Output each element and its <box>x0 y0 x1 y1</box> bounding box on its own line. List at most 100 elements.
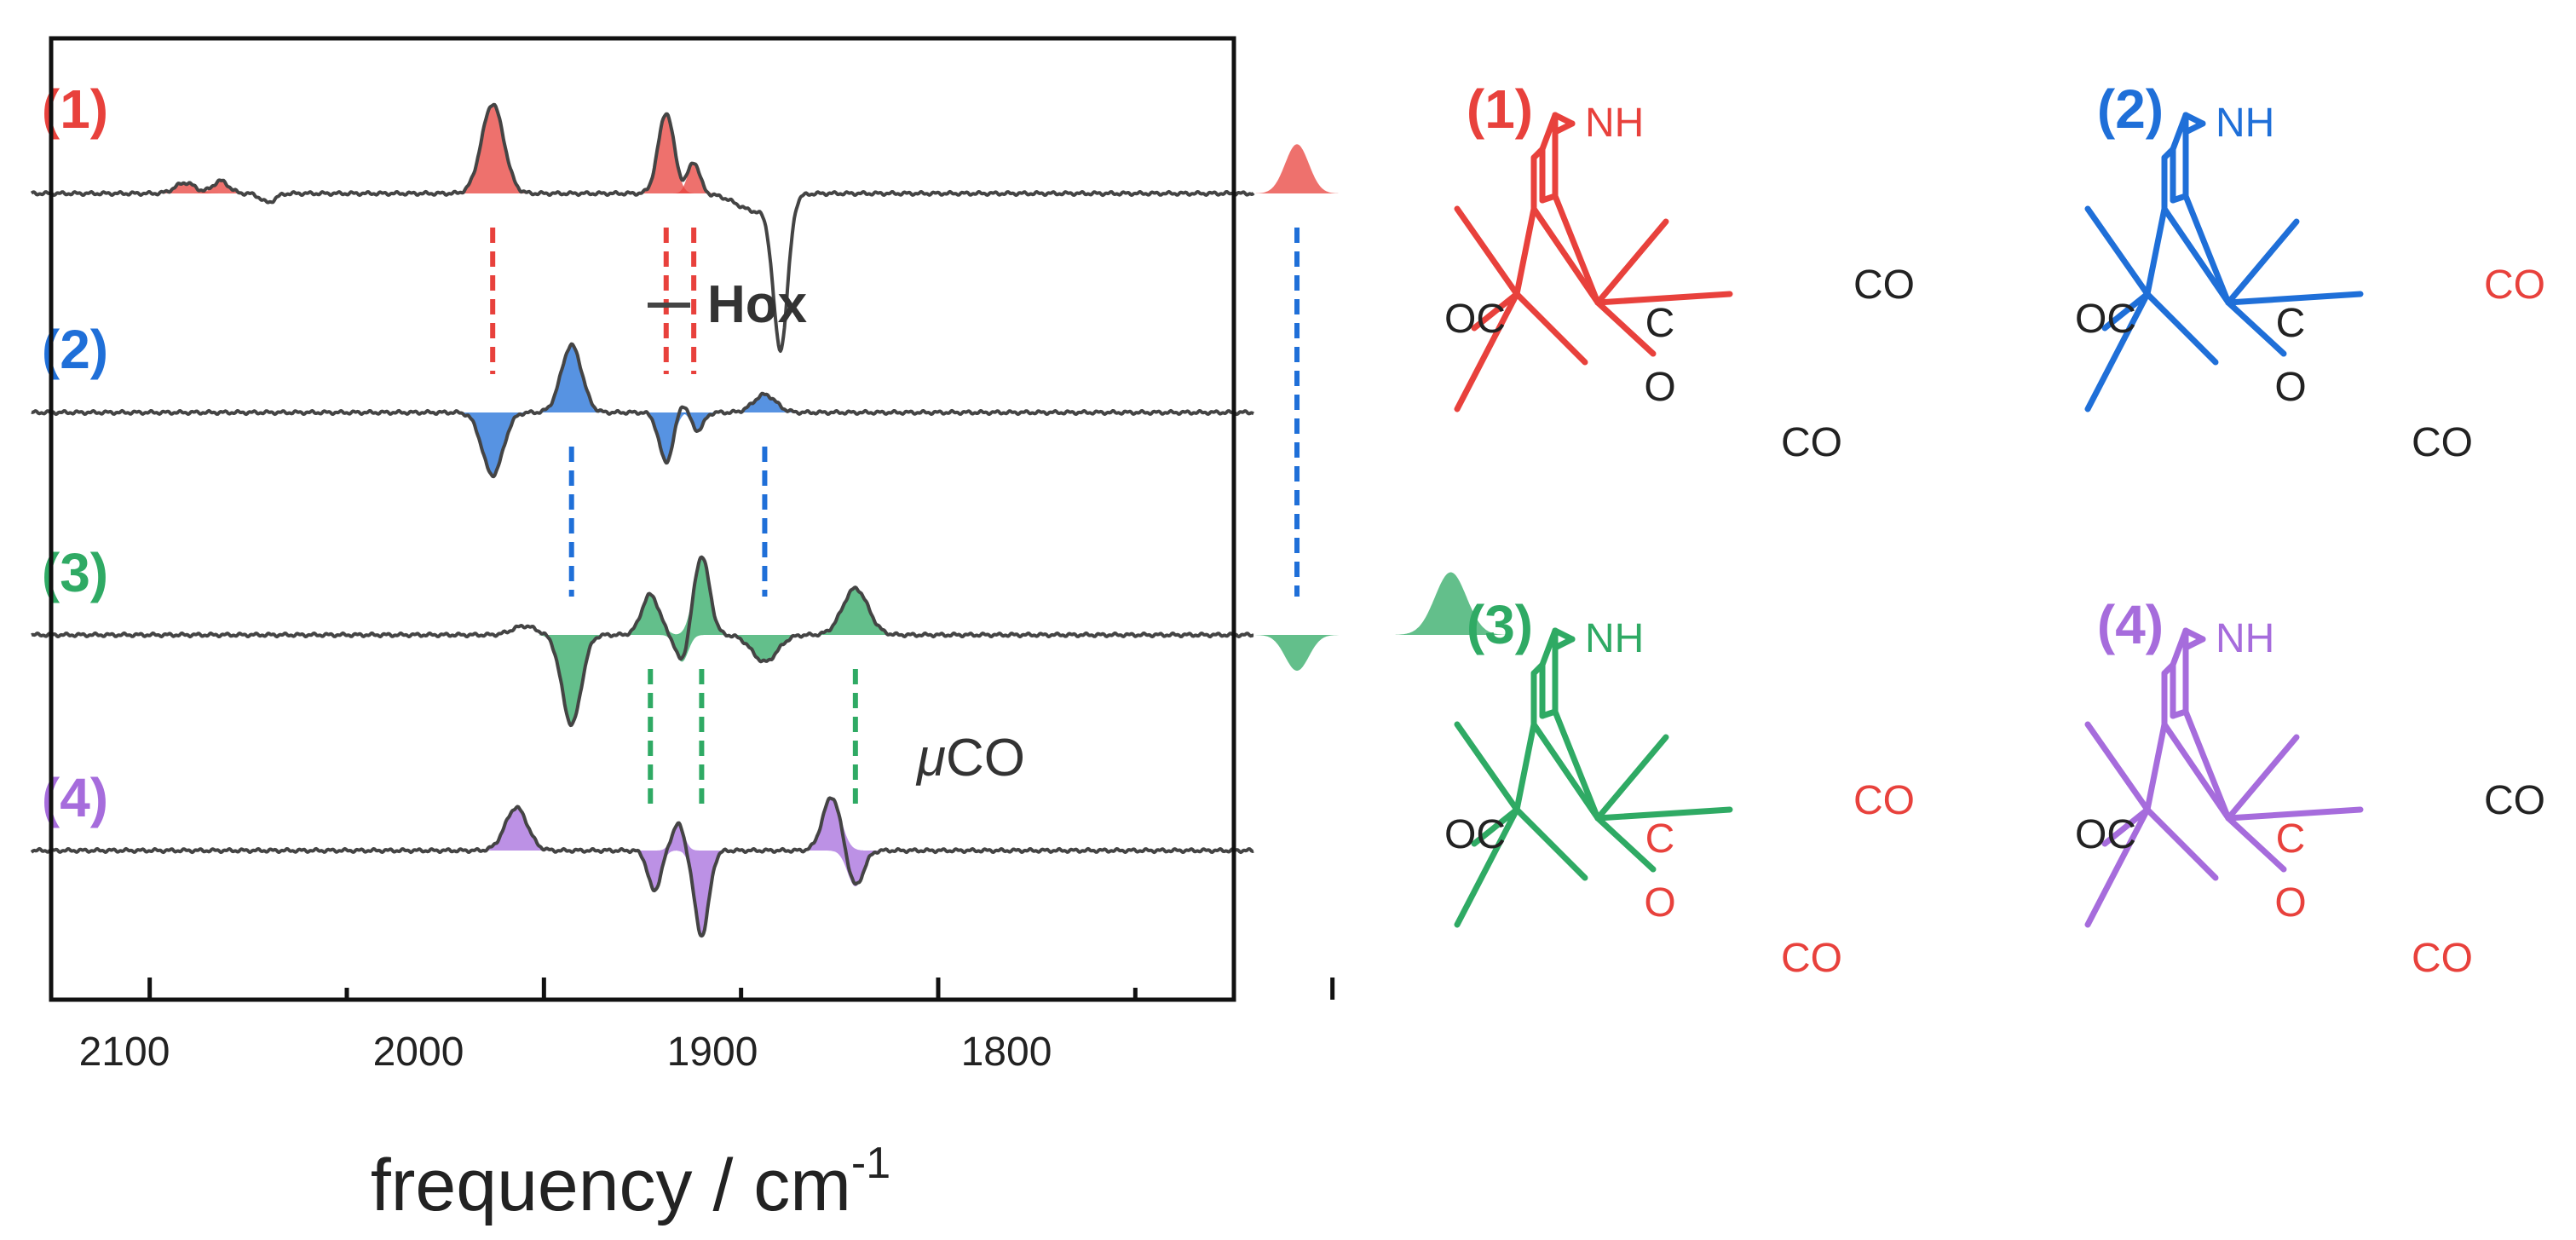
structure-1-oc-label: OC <box>1444 297 1506 342</box>
correlation-lines <box>490 228 1300 812</box>
structure-2-co-bottom-label: CO <box>2412 420 2473 465</box>
structure-4-bond-18 <box>2225 806 2364 822</box>
peak-fill-4-2007 <box>477 807 556 851</box>
peak-fill-1-2082 <box>193 181 249 193</box>
structure-3-bond-10 <box>1530 721 1601 822</box>
peak-fill-3-1770 <box>1395 572 1507 635</box>
structure-1-nh-label: NH <box>1585 101 1644 146</box>
peak-fill-1-2013 <box>453 104 532 193</box>
structure-3-bond-11 <box>1594 815 1657 873</box>
structure-1-bond-16 <box>1513 291 1588 366</box>
peak-fill-1-2091 <box>150 182 220 193</box>
spectrum-line-1 <box>30 102 1255 353</box>
structure-3-bond-18 <box>1594 806 1733 822</box>
structure-4-bond-12 <box>2144 721 2168 813</box>
structure-4: (4) NH OC CO CO CO <box>2075 594 2545 981</box>
x-axis-title-superscript: -1 <box>851 1139 890 1188</box>
peak-fill-2-1993 <box>535 345 608 412</box>
structure-3-bond-13 <box>1454 721 1520 813</box>
tick-label-1900: 1900 <box>667 1029 758 1075</box>
peak-fill-2-1969 <box>641 412 691 462</box>
peak-fill-4-1927 <box>799 797 864 851</box>
peak-fills <box>150 104 1507 936</box>
spectrum-line-4 <box>30 796 1254 938</box>
structure-2-bond-17 <box>2225 218 2300 306</box>
peak-fill-4-1960 <box>677 851 727 936</box>
structure-3-bond-12 <box>1513 721 1537 813</box>
peak-fill-4-1972 <box>632 851 677 891</box>
tick-label-2100: 2100 <box>79 1029 170 1075</box>
spectra-chart: (1) (2) (3) (4) Hox μCO 2100 2000 1900 1… <box>30 36 1507 1226</box>
peak-fill-2-1961 <box>677 412 719 430</box>
spectrum-line-2 <box>31 342 1254 479</box>
structure-1-bond-17 <box>1594 218 1669 306</box>
structure-1-bond-14 <box>1454 291 1520 412</box>
structure-3-bond-16 <box>1513 806 1588 881</box>
plot-frame <box>49 36 1236 1002</box>
structure-3-bond-14 <box>1454 806 1520 928</box>
structure-1-bond-18 <box>1594 291 1733 306</box>
structure-4-label: (4) <box>2097 594 2164 655</box>
muco-text: CO <box>946 729 1025 787</box>
structure-2-bond-16 <box>2144 291 2219 366</box>
spectrum-line-3 <box>31 555 1254 728</box>
structure-2-bridging-o-label: O <box>2274 365 2306 410</box>
spectrum-lines <box>30 102 1255 938</box>
structure-2-co-right-label: CO <box>2484 262 2545 308</box>
structure-1-bond-15 <box>1471 291 1520 332</box>
structure-2-bond-11 <box>2225 299 2287 357</box>
structure-1-co-bottom-label: CO <box>1781 420 1842 465</box>
structure-1-bond-9 <box>1552 193 1601 306</box>
structure-3-bond-9 <box>1552 708 1601 822</box>
peak-fill-3-1809 <box>1255 635 1339 671</box>
structure-2-bond-10 <box>2161 205 2232 306</box>
structure-2-bond-13 <box>2084 205 2151 297</box>
peak-fill-1-1809 <box>1255 144 1339 193</box>
structure-2: (2) NH OC CO CO CO <box>2075 78 2545 465</box>
structure-4-bond-15 <box>2101 806 2151 847</box>
structure-2-bond-12 <box>2144 205 2168 297</box>
structure-4-bond-11 <box>2225 815 2287 873</box>
structure-1: (1) NH OC CO CO CO <box>1444 78 1915 465</box>
tick-label-1800: 1800 <box>961 1029 1052 1075</box>
structure-4-co-bottom-label: CO <box>2412 936 2473 981</box>
structure-1-bond-10 <box>1530 205 1601 306</box>
structure-4-bridging-c-label: C <box>2276 816 2306 862</box>
structure-4-co-right-label: CO <box>2484 778 2545 823</box>
muco-annotation: μCO <box>915 729 1025 787</box>
structure-4-nh-label: NH <box>2216 616 2274 661</box>
legend-hox-label: Hox <box>707 275 808 334</box>
peak-fill-3-1965 <box>660 635 705 662</box>
peak-fill-1-1969 <box>638 112 694 193</box>
x-axis-title-text: frequency / cm <box>371 1145 851 1226</box>
structure-4-oc-label: OC <box>2075 812 2136 857</box>
peak-fill-4-1921 <box>827 851 884 886</box>
structure-3-bond-15 <box>1471 806 1520 847</box>
x-axis-title: frequency / cm-1 <box>371 1139 890 1226</box>
structure-3-oc-label: OC <box>1444 812 1506 857</box>
structure-4-bridging-o-label: O <box>2274 880 2306 926</box>
structure-4-bond-17 <box>2225 734 2300 822</box>
structure-2-bond-14 <box>2084 291 2151 412</box>
structure-4-bond-9 <box>2182 708 2232 822</box>
structure-1-bond-13 <box>1454 205 1520 297</box>
structure-3-nh-label: NH <box>1585 616 1644 661</box>
structure-4-bond-13 <box>2084 721 2151 813</box>
peak-fill-2-1944 <box>726 395 804 412</box>
structure-2-bond-18 <box>2225 291 2364 306</box>
structure-3-label: (3) <box>1467 594 1533 655</box>
structure-3-bridging-o-label: O <box>1644 880 1675 926</box>
peak-fill-1-1962 <box>672 162 715 193</box>
structure-2-nh-label: NH <box>2216 101 2274 146</box>
structure-4-bond-16 <box>2144 806 2219 881</box>
structure-1-bond-12 <box>1513 205 1537 297</box>
structure-3-bond-17 <box>1594 734 1669 822</box>
structure-1-bridging-c-label: C <box>1645 301 1675 346</box>
peak-fill-2-2013 <box>457 412 529 476</box>
peak-fill-3-1993 <box>538 635 605 724</box>
structure-2-label: (2) <box>2097 78 2164 140</box>
peak-fill-3-1944 <box>720 635 810 662</box>
structure-1-co-right-label: CO <box>1853 262 1915 308</box>
peak-fill-3-1960 <box>674 556 729 635</box>
